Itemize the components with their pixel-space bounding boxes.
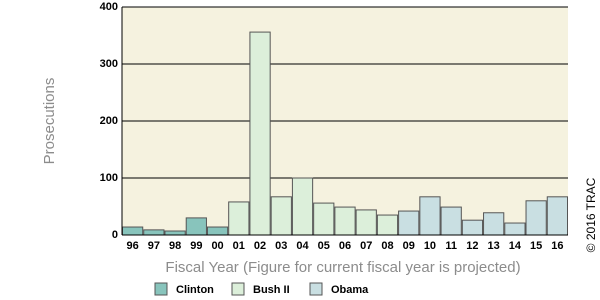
legend-swatch bbox=[309, 282, 323, 296]
bar bbox=[419, 196, 441, 236]
x-tick-label: 14 bbox=[509, 240, 522, 252]
x-tick-label: 12 bbox=[466, 240, 478, 252]
bar bbox=[143, 229, 165, 236]
legend-swatch bbox=[231, 282, 245, 296]
x-tick-label: 07 bbox=[360, 240, 372, 252]
x-tick-label: 13 bbox=[488, 240, 500, 252]
x-tick-label: 97 bbox=[148, 240, 160, 252]
bar bbox=[122, 226, 144, 236]
x-tick-label: 10 bbox=[424, 240, 436, 252]
bar bbox=[291, 177, 314, 236]
x-tick-label: 01 bbox=[233, 240, 245, 252]
bar bbox=[185, 217, 207, 236]
x-tick-label: 06 bbox=[339, 240, 351, 252]
copyright: © 2016 TRAC bbox=[584, 177, 598, 252]
x-tick-label: 02 bbox=[254, 240, 266, 252]
x-tick-label: 98 bbox=[169, 240, 181, 252]
x-tick-label: 00 bbox=[211, 240, 223, 252]
x-tick-label: 08 bbox=[381, 240, 393, 252]
x-tick-label: 15 bbox=[530, 240, 542, 252]
bar bbox=[440, 206, 462, 236]
x-tick-label: 05 bbox=[318, 240, 330, 252]
legend-swatch bbox=[154, 282, 168, 296]
y-axis-title: Prosecutions bbox=[41, 78, 58, 165]
legend-label: Clinton bbox=[176, 284, 214, 296]
bar bbox=[376, 214, 399, 236]
bar bbox=[525, 200, 547, 236]
legend-label: Bush II bbox=[253, 284, 290, 296]
x-tick-label: 11 bbox=[445, 240, 457, 252]
x-tick-label: 99 bbox=[190, 240, 202, 252]
x-tick-label: 09 bbox=[403, 240, 415, 252]
y-tick-label: 100 bbox=[100, 172, 118, 184]
bar bbox=[334, 206, 356, 236]
x-tick-label: 96 bbox=[126, 240, 138, 252]
bar bbox=[504, 222, 526, 236]
x-tick-label: 04 bbox=[296, 240, 309, 252]
y-tick-label: 400 bbox=[100, 1, 118, 13]
y-tick-label: 0 bbox=[112, 229, 118, 241]
y-tick-label: 200 bbox=[100, 115, 118, 127]
bar bbox=[483, 212, 505, 236]
bar bbox=[228, 201, 250, 236]
bar bbox=[313, 202, 335, 236]
bar bbox=[461, 219, 484, 236]
bar bbox=[270, 196, 292, 236]
bar bbox=[164, 230, 186, 236]
x-axis-title: Fiscal Year (Figure for current fiscal y… bbox=[165, 259, 520, 276]
bar bbox=[249, 31, 271, 236]
bar bbox=[206, 226, 229, 236]
bar bbox=[546, 196, 568, 236]
bar bbox=[355, 209, 377, 236]
x-tick-label: 03 bbox=[275, 240, 287, 252]
bar bbox=[398, 210, 420, 236]
y-tick-label: 300 bbox=[100, 58, 118, 70]
x-tick-label: 16 bbox=[551, 240, 563, 252]
legend-label: Obama bbox=[331, 284, 369, 296]
